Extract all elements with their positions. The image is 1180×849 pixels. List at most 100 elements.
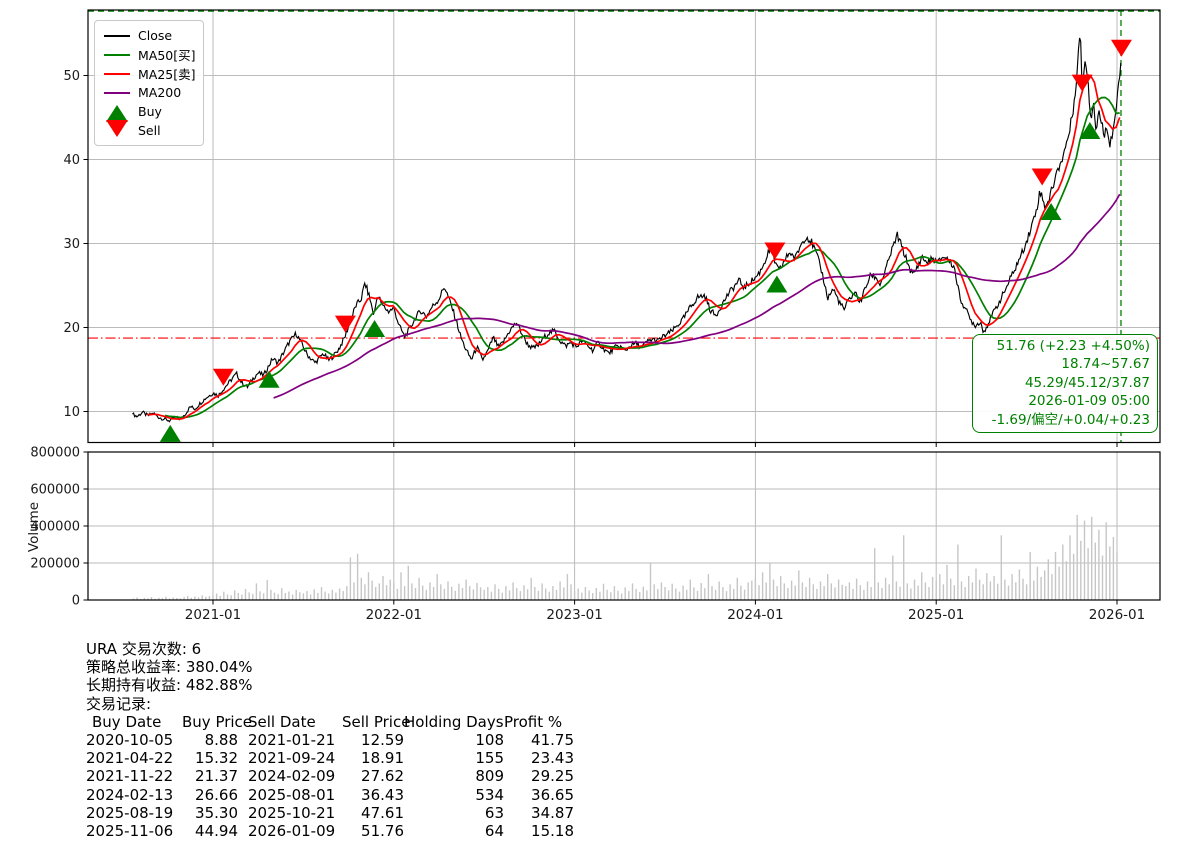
table-cell: 2025-08-19 bbox=[86, 803, 174, 822]
legend: Close MA50[买] MA25[卖] MA200 Buy Sell bbox=[94, 20, 204, 146]
table-cell: 23.43 bbox=[531, 749, 574, 768]
table-cell: 12.59 bbox=[361, 731, 404, 750]
table-cell: 2026-01-09 bbox=[248, 822, 336, 841]
legend-item-label: MA200 bbox=[138, 85, 182, 100]
sell-marker bbox=[1110, 39, 1132, 57]
annotation-price-range: 18.74~57.67 bbox=[1061, 356, 1150, 373]
table-cell: 21.37 bbox=[195, 767, 238, 786]
table-cell: 41.75 bbox=[531, 731, 574, 750]
buy-marker bbox=[159, 424, 181, 442]
table-cell: 2025-08-01 bbox=[248, 785, 336, 804]
legend-item-ma25: MA25[卖] bbox=[103, 64, 197, 83]
table-cell: 108 bbox=[475, 731, 504, 750]
table-cell: 2021-11-22 bbox=[86, 767, 174, 786]
sell-triangle-icon bbox=[103, 120, 131, 137]
sell-marker bbox=[1031, 168, 1053, 186]
legend-item-label: MA25[卖] bbox=[138, 67, 196, 82]
table-cell: 155 bbox=[475, 749, 504, 768]
table-cell: 36.43 bbox=[361, 785, 404, 804]
trades-table: Buy Date Buy Price Sell Date Sell Price Hold… bbox=[86, 713, 574, 840]
svg-text:2022-01: 2022-01 bbox=[366, 607, 422, 623]
table-cell: 534 bbox=[475, 785, 504, 804]
table-cell: 29.25 bbox=[531, 767, 574, 786]
legend-item-label: Sell bbox=[138, 123, 161, 138]
legend-item-sell: Sell bbox=[103, 120, 197, 140]
table-header-cell: Buy Date bbox=[92, 712, 162, 731]
table-row: 2021-11-22 21.37 2024-02-09 27.62 809 29.25 bbox=[86, 767, 574, 785]
table-row: 2025-11-06 44.94 2026-01-09 51.76 64 15.18 bbox=[86, 822, 574, 840]
svg-text:30: 30 bbox=[63, 237, 80, 252]
stats-trade-log-label: 交易记录: bbox=[86, 694, 152, 713]
table-cell: 2021-04-22 bbox=[86, 749, 174, 768]
table-header-cell: Buy Price bbox=[182, 712, 253, 731]
svg-text:2021-01: 2021-01 bbox=[185, 607, 241, 623]
table-cell: 2024-02-13 bbox=[86, 785, 174, 804]
svg-text:10: 10 bbox=[63, 405, 80, 420]
svg-text:400000: 400000 bbox=[30, 520, 80, 535]
svg-text:200000: 200000 bbox=[30, 557, 80, 572]
svg-text:50: 50 bbox=[63, 69, 80, 84]
svg-text:2024-01: 2024-01 bbox=[727, 607, 783, 623]
buy-triangle-icon bbox=[103, 105, 131, 122]
table-header-cell: Sell Price bbox=[342, 712, 411, 731]
legend-line-swatch bbox=[103, 91, 131, 94]
table-cell: 34.87 bbox=[531, 803, 574, 822]
legend-item-close: Close bbox=[103, 26, 197, 45]
table-cell: 51.76 bbox=[361, 822, 404, 841]
sell-marker bbox=[212, 368, 234, 386]
annotation-box: 51.76 (+2.23 +4.50%) 18.74~57.67 45.29/4… bbox=[972, 334, 1158, 434]
table-cell: 2021-09-24 bbox=[248, 749, 336, 768]
table-cell: 2024-02-09 bbox=[248, 767, 336, 786]
buy-marker bbox=[1079, 122, 1101, 140]
table-cell: 44.94 bbox=[195, 822, 238, 841]
table-cell: 15.32 bbox=[195, 749, 238, 768]
svg-text:2026-01: 2026-01 bbox=[1089, 607, 1145, 623]
svg-text:0: 0 bbox=[72, 594, 80, 609]
table-header-row: Buy Date Buy Price Sell Date Sell Price Hold… bbox=[86, 713, 574, 731]
buy-marker bbox=[1040, 202, 1062, 220]
table-cell: 64 bbox=[484, 822, 504, 841]
legend-item-label: MA50[买] bbox=[138, 48, 196, 63]
svg-text:40: 40 bbox=[63, 153, 80, 168]
legend-line-swatch bbox=[103, 53, 131, 56]
table-cell: 36.65 bbox=[531, 785, 574, 804]
svg-text:600000: 600000 bbox=[30, 483, 80, 498]
svg-text:800000: 800000 bbox=[30, 446, 80, 461]
table-cell: 809 bbox=[475, 767, 504, 786]
sell-marker bbox=[1071, 74, 1093, 92]
legend-item-label: Buy bbox=[138, 104, 162, 119]
table-cell: 47.61 bbox=[361, 803, 404, 822]
table-cell: 2025-11-06 bbox=[86, 822, 174, 841]
buy-marker bbox=[258, 370, 280, 388]
annotation-last-price: 51.76 (+2.23 +4.50%) bbox=[996, 338, 1150, 354]
table-cell: 63 bbox=[484, 803, 504, 822]
table-cell: 2020-10-05 bbox=[86, 731, 174, 750]
legend-line-swatch bbox=[103, 72, 131, 75]
table-row: 2020-10-05 8.88 2021-01-21 12.59 108 41.75 bbox=[86, 731, 574, 749]
table-cell: 2021-01-21 bbox=[248, 731, 336, 750]
stats-trade-count: URA 交易次数: 6 bbox=[86, 640, 202, 658]
table-cell: 15.18 bbox=[531, 822, 574, 841]
table-cell: 26.66 bbox=[195, 785, 238, 804]
table-row: 2025-08-19 35.30 2025-10-21 47.61 63 34.87 bbox=[86, 804, 574, 822]
table-cell: 35.30 bbox=[195, 803, 238, 822]
table-cell: 2025-10-21 bbox=[248, 803, 336, 822]
table-row: 2024-02-13 26.66 2025-08-01 36.43 534 36.65 bbox=[86, 786, 574, 804]
table-row: 2021-04-22 15.32 2021-09-24 18.91 155 23.43 bbox=[86, 749, 574, 767]
annotation-momentum: -1.69/偏空/+0.04/+0.23 bbox=[991, 411, 1150, 428]
summary-block: URA 交易次数: 6 策略总收益率: 380.04% 长期持有收益: 482.… bbox=[86, 640, 574, 840]
legend-item-label: Close bbox=[138, 28, 173, 43]
legend-item-buy: Buy bbox=[103, 102, 197, 122]
table-cell: 18.91 bbox=[361, 749, 404, 768]
table-cell: 27.62 bbox=[361, 767, 404, 786]
svg-text:20: 20 bbox=[63, 321, 80, 336]
svg-text:2025-01: 2025-01 bbox=[908, 607, 964, 623]
sell-marker bbox=[764, 242, 786, 260]
table-header-cell: Sell Date bbox=[248, 712, 316, 731]
annotation-ma-values: 45.29/45.12/37.87 bbox=[1024, 374, 1150, 391]
buy-marker bbox=[766, 275, 788, 293]
svg-text:2023-01: 2023-01 bbox=[546, 607, 602, 623]
table-header-cell: Profit % bbox=[504, 712, 563, 731]
sell-marker bbox=[334, 315, 356, 333]
